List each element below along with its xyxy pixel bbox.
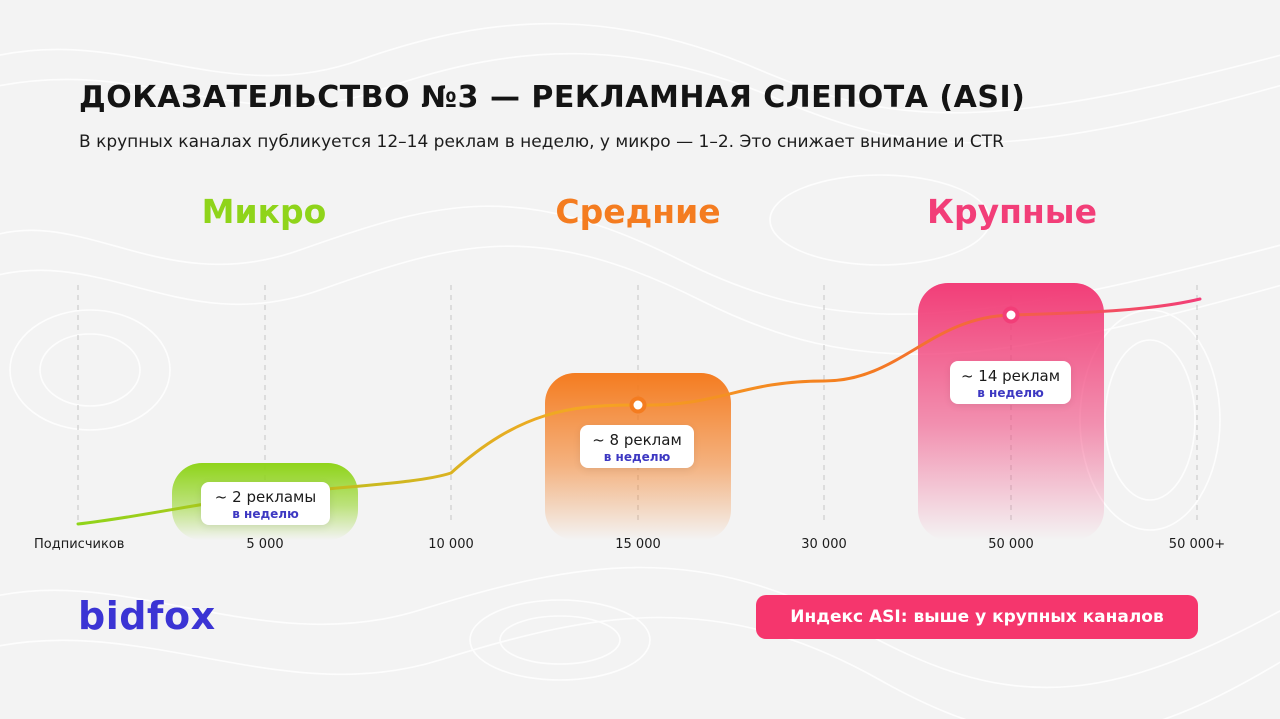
x-tick-label: 50 000+ (1168, 537, 1226, 552)
category-title-micro: Микро (201, 192, 327, 231)
value-label-main: ~ 14 реклам (960, 367, 1061, 385)
value-label-sub: в неделю (603, 450, 671, 464)
value-label-medium: ~ 8 реклам в неделю (580, 425, 694, 468)
data-point (1002, 306, 1020, 324)
page-subtitle: В крупных каналах публикуется 12–14 рекл… (79, 132, 1004, 152)
value-label-large: ~ 14 реклам в неделю (950, 361, 1071, 404)
x-tick-label: 30 000 (801, 537, 847, 552)
x-tick-label: 10 000 (428, 537, 474, 552)
x-axis-label: Подписчиков (34, 537, 125, 552)
value-label-main: ~ 2 рекламы (214, 488, 317, 506)
value-label-micro: ~ 2 рекламы в неделю (201, 482, 330, 525)
x-tick-label: 50 000 (988, 537, 1034, 552)
page-title: ДОКАЗАТЕЛЬСТВО №3 — РЕКЛАМНАЯ СЛЕПОТА (A… (79, 80, 1026, 115)
value-label-main: ~ 8 реклам (592, 431, 682, 449)
category-title-medium: Средние (555, 192, 721, 231)
x-tick-label: 5 000 (246, 537, 284, 552)
x-tick-label: 15 000 (615, 537, 661, 552)
value-label-sub: в неделю (977, 386, 1044, 400)
value-label-sub: в неделю (232, 507, 299, 521)
category-title-large: Крупные (927, 192, 1097, 231)
data-point (629, 396, 647, 414)
bidfox-logo: bidfox (78, 594, 216, 638)
asi-index-badge: Индекс ASI: выше у крупных каналов (756, 595, 1198, 639)
category-block (918, 283, 1104, 540)
